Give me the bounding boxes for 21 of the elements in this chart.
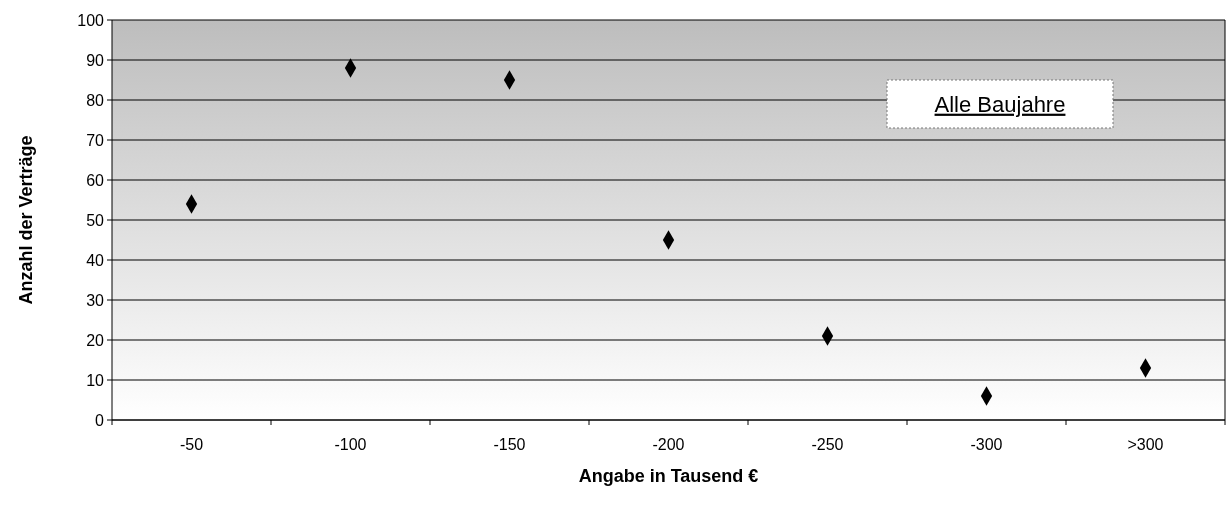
y-tick-label: 100 <box>77 11 105 29</box>
x-tick-label: -250 <box>811 436 844 453</box>
x-tick-label: -100 <box>334 436 367 453</box>
y-tick-label: 90 <box>86 51 105 69</box>
y-tick-label: 60 <box>86 171 105 189</box>
x-tick-label: -300 <box>970 436 1003 453</box>
x-axis-title: Angabe in Tausend € <box>578 466 759 486</box>
x-tick-label: -50 <box>179 436 204 453</box>
y-tick-label: 70 <box>86 131 105 149</box>
annotation: Alle Baujahre <box>934 91 1066 117</box>
y-tick-label: 50 <box>86 211 105 229</box>
x-tick-label: -150 <box>493 436 526 453</box>
x-tick-label: -200 <box>652 436 685 453</box>
y-axis-title: Anzahl der Verträge <box>16 135 36 305</box>
y-tick-label: 0 <box>95 411 105 429</box>
y-tick-label: 80 <box>86 91 105 109</box>
x-tick-label: >300 <box>1127 436 1164 453</box>
y-tick-label: 40 <box>86 251 105 269</box>
y-tick-label: 30 <box>86 291 105 309</box>
y-tick-label: 10 <box>86 371 105 389</box>
y-tick-label: 20 <box>86 331 105 349</box>
